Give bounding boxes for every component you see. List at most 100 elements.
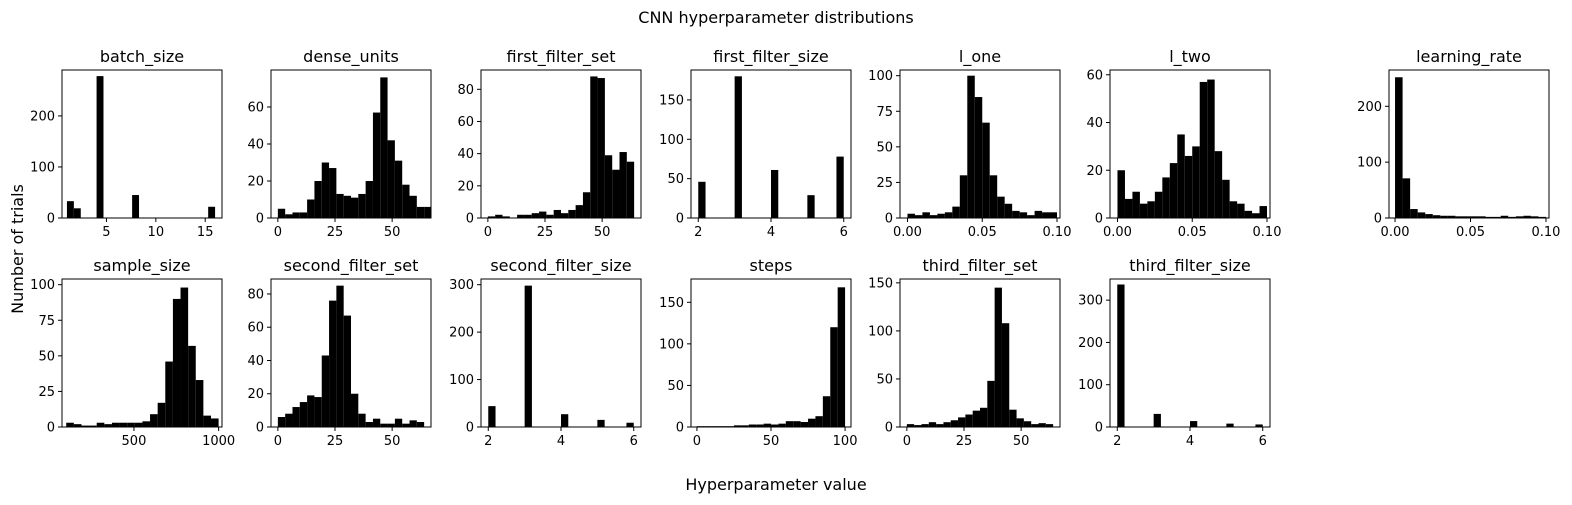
x-tick-label: 2 — [694, 225, 702, 240]
histogram-bar — [336, 285, 344, 427]
histogram-bar — [1016, 418, 1024, 427]
histogram-bar — [1417, 212, 1426, 218]
y-tick-label: 300 — [1078, 294, 1103, 309]
histogram-bar — [928, 422, 937, 427]
histogram-bar — [1124, 198, 1133, 218]
histogram-bar — [416, 422, 425, 427]
histogram-bar — [210, 418, 219, 427]
histogram-bar — [1042, 212, 1050, 218]
histogram-bar — [698, 181, 706, 218]
histogram-bar — [351, 393, 359, 427]
histogram-bar — [921, 424, 929, 427]
histogram-bar — [1402, 178, 1411, 218]
histogram-bar — [372, 418, 381, 427]
histogram-bar — [822, 396, 831, 427]
histogram-bar — [358, 413, 366, 427]
histogram-bar — [1226, 423, 1234, 427]
histogram-bar — [1447, 215, 1456, 218]
subplot-second-filter-size: second_filter_size 2 4 6 0 100 200 300 — [449, 256, 642, 449]
histogram-bar — [989, 175, 998, 218]
y-tick-label: 50 — [667, 379, 684, 394]
y-tick-label: 200 — [449, 326, 474, 341]
histogram-bar — [1034, 210, 1043, 218]
histogram-bar — [292, 407, 300, 427]
histogram-bar — [734, 76, 742, 218]
y-tick-label: 50 — [667, 172, 684, 187]
histogram-bar — [127, 422, 135, 427]
histogram-bar — [1027, 215, 1035, 218]
histogram-bar — [1184, 155, 1193, 218]
subplot-title: first_filter_size — [713, 47, 829, 67]
histogram-bar — [329, 168, 337, 218]
histogram-bar — [402, 423, 410, 427]
histogram-bar — [394, 418, 403, 427]
x-tick-label: 0 — [274, 434, 282, 449]
x-tick-label: 50 — [384, 225, 401, 240]
histogram-bar — [987, 380, 995, 427]
histogram-bar — [1031, 424, 1039, 427]
histogram-bar — [604, 155, 613, 218]
histogram-bar — [793, 421, 801, 427]
histogram-bar — [1523, 215, 1531, 218]
histogram-bar — [771, 424, 779, 427]
y-tick-label: 20 — [1086, 164, 1103, 179]
subplot-title: dense_units — [303, 47, 399, 67]
histogram-bar — [997, 196, 1005, 218]
histogram-bar — [952, 206, 960, 218]
histogram-bar — [365, 422, 373, 427]
y-tick-label: 0 — [47, 421, 55, 436]
subplot-title: third_filter_set — [923, 256, 1038, 276]
histogram-bar — [906, 424, 915, 427]
histogram-bar — [1440, 215, 1448, 218]
x-tick-label: 4 — [1186, 434, 1194, 449]
histogram-bar — [66, 201, 74, 218]
subplot-title: l_two — [1169, 47, 1211, 67]
histogram-bar — [132, 195, 140, 218]
histogram-bar — [1425, 214, 1433, 218]
histogram-bar — [1001, 323, 1010, 427]
y-tick-label: 20 — [247, 387, 264, 402]
x-tick-label: 15 — [197, 225, 214, 240]
histogram-bar — [972, 410, 980, 427]
histogram-bar — [1395, 77, 1403, 218]
histogram-bar — [994, 287, 1002, 427]
histogram-bar — [1478, 216, 1486, 218]
histogram-bar — [380, 423, 388, 427]
histogram-bar — [321, 162, 330, 218]
histogram-bar — [1004, 203, 1013, 218]
histogram-bar — [1259, 206, 1268, 218]
subplot-title: batch_size — [100, 47, 184, 67]
histogram-bar — [807, 195, 815, 218]
histogram-bar — [1190, 421, 1198, 427]
axes-frame — [270, 278, 432, 428]
histogram-bar — [1019, 212, 1028, 218]
histogram-bar — [1012, 210, 1020, 218]
histogram-bar — [763, 423, 771, 427]
histogram-bar — [836, 156, 844, 218]
y-tick-label: 100 — [1357, 156, 1382, 171]
histogram-bar — [1117, 170, 1125, 218]
histogram-bar — [553, 209, 561, 218]
y-tick-label: 0 — [256, 212, 264, 227]
x-tick-label: 2 — [1113, 434, 1121, 449]
histogram-bar — [1252, 213, 1260, 218]
histogram-bar — [402, 184, 410, 218]
x-tick-label: 0 — [484, 225, 492, 240]
y-tick-label: 75 — [876, 105, 893, 120]
y-tick-label: 40 — [247, 138, 264, 153]
histogram-bar — [1255, 424, 1263, 427]
histogram-bar — [195, 380, 204, 427]
axes-frame — [61, 69, 223, 219]
histogram-bar — [188, 345, 196, 427]
histogram-bar — [424, 206, 432, 218]
histogram-bar — [1117, 284, 1125, 427]
histogram-bar — [387, 423, 395, 427]
axes-frame — [480, 69, 642, 219]
y-tick-label: 60 — [457, 115, 474, 130]
histogram-bar — [134, 422, 143, 427]
x-tick-label: 500 — [122, 434, 147, 449]
histogram-bar — [741, 425, 749, 427]
histogram-bar — [96, 76, 104, 219]
histogram-bar — [358, 193, 366, 218]
